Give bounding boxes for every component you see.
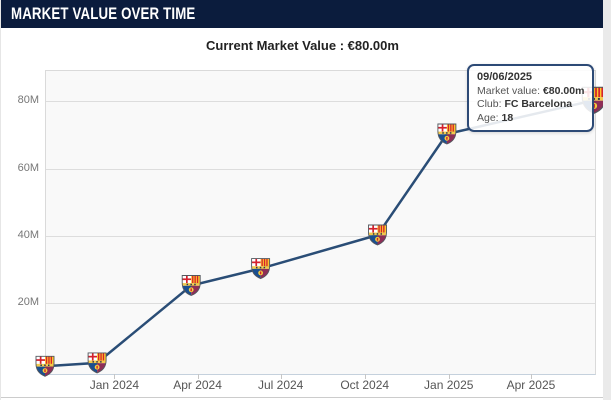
y-axis-label: 40M [17,228,39,241]
x-axis-label: Jul 2024 [257,378,304,392]
y-axis-label: 80M [17,94,39,107]
bottom-border [1,397,604,398]
tooltip-market-value: Market value: €80.00m [477,84,585,97]
fcb-crest-icon[interactable] [252,259,270,280]
gridline [46,168,595,170]
chart-tooltip: 09/06/2025 Market value: €80.00m Club: F… [467,64,595,132]
tooltip-club: Club: FC Barcelona [477,98,573,110]
y-axis-label: 20M [17,296,39,309]
gridline [46,101,595,103]
x-axis-tick [448,374,450,379]
market-value-line [44,99,595,368]
x-axis-label: Apr 2024 [173,378,222,392]
widget-title: MARKET VALUE OVER TIME [11,4,196,23]
x-axis-tick [114,374,116,379]
market-value-line-chart [45,70,594,373]
fcb-crest-icon[interactable] [88,353,106,374]
widget-header: MARKET VALUE OVER TIME [1,0,604,28]
x-axis-tick [530,374,532,379]
gridline [46,235,595,237]
x-axis-label: Oct 2024 [340,378,390,392]
current-market-value-text: Current Market Value : €80.00m [206,38,399,53]
x-axis-label: Jan 2024 [89,378,140,392]
x-axis-tick [197,374,199,379]
fcb-crest-icon[interactable] [369,225,387,246]
gridline [46,303,595,305]
x-axis-tick [280,374,282,379]
tooltip-age: Age: 18 [477,111,514,124]
x-axis-label: Apr 2025 [506,378,556,392]
tooltip-date: 09/06/2025 [477,71,533,83]
scrollbar-track[interactable] [603,0,611,400]
x-axis-tick [364,374,366,379]
y-axis-label: 60M [17,161,39,174]
fcb-crest-icon[interactable] [182,276,200,297]
x-axis-label: Jan 2025 [424,378,474,392]
